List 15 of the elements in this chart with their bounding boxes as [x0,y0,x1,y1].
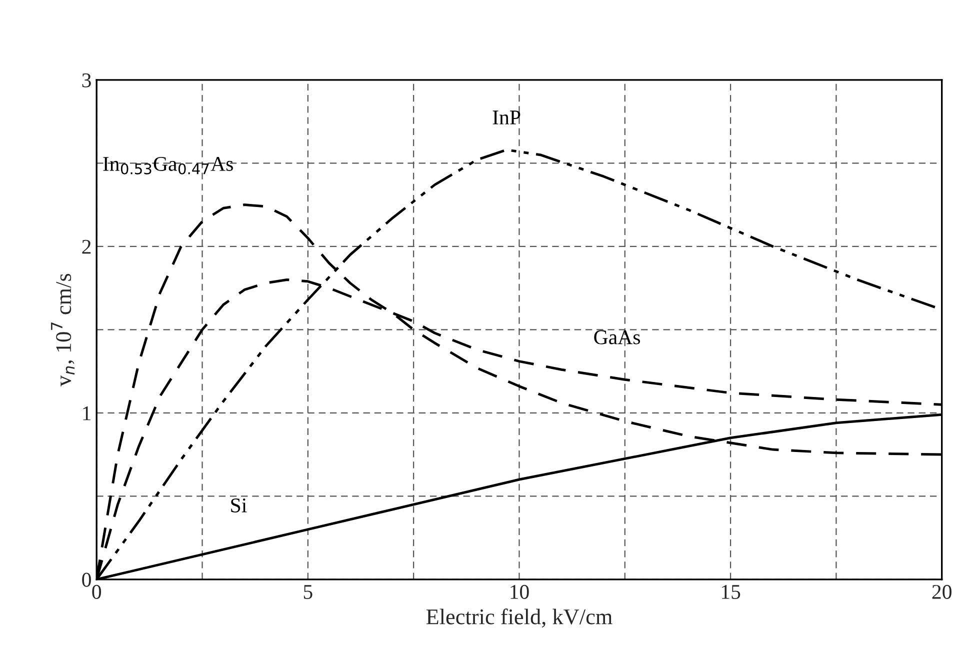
y-tick-label: 0 [82,572,91,587]
x-tick-label: 0 [92,584,102,599]
series-label: Si [231,498,247,512]
x-axis-title: Electric field, kV/cm [426,608,612,628]
y-tick-label: 3 [82,73,91,88]
series-label: InP [492,110,520,124]
x-tick-label: 5 [304,585,312,599]
y-tick-label: 2 [82,240,91,254]
x-tick-label: 20 [932,584,952,599]
y-axis-title: v$_{n}$, 10$^{7}$ cm/s [51,274,75,386]
x-tick-label: 10 [510,584,529,599]
y-tick-label: 1 [83,406,90,420]
x-tick-label: 15 [722,584,740,599]
series-label: In$_{0.53}$Ga$_{0.47}$As [103,156,233,174]
series-label: GaAs [594,330,640,344]
